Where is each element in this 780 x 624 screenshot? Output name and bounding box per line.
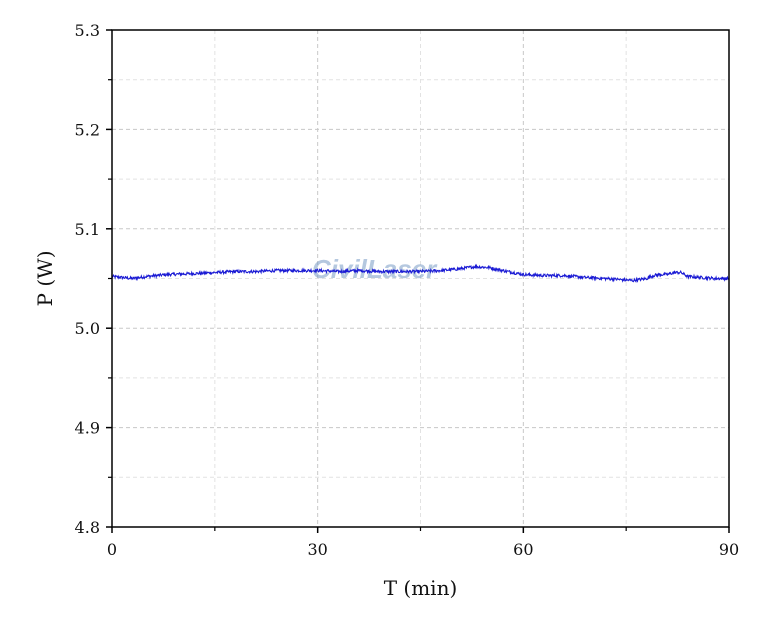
y-tick-label: 4.9 <box>75 419 100 438</box>
series-layer <box>111 263 730 283</box>
series-line <box>111 263 730 283</box>
y-tick-label: 4.8 <box>75 518 100 537</box>
x-tick-label: 30 <box>307 540 327 559</box>
tick-labels: 0 30 60 90 4.8 4.9 5.0 5.1 5.2 5.3 <box>75 21 740 559</box>
x-tick-label: 60 <box>513 540 533 559</box>
axis-ticks <box>106 29 730 533</box>
grid-lines <box>112 30 729 527</box>
watermark-text: CivilLaser <box>312 254 438 284</box>
x-axis-title: T (min) <box>384 576 458 600</box>
y-tick-label: 5.2 <box>75 120 100 139</box>
y-tick-label: 5.0 <box>75 319 100 338</box>
x-tick-label: 90 <box>719 540 739 559</box>
x-tick-label: 0 <box>107 540 117 559</box>
y-axis-title: P (W) <box>33 251 57 307</box>
y-tick-label: 5.3 <box>75 21 100 40</box>
y-tick-label: 5.1 <box>75 220 100 239</box>
